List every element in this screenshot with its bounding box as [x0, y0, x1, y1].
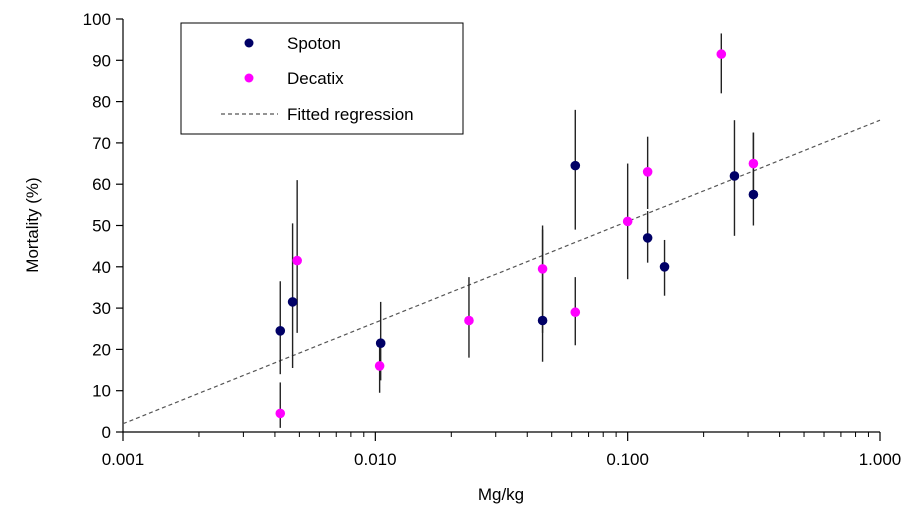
y-tick-label: 20	[92, 340, 111, 359]
y-tick-label: 90	[92, 51, 111, 70]
data-point-decatix	[748, 158, 759, 169]
x-tick-label: 0.100	[606, 450, 649, 469]
legend-label-spoton: Spoton	[287, 34, 341, 53]
legend-marker-decatix	[244, 73, 254, 83]
x-axis-ticks: 0.001 0.010 0.100 1.000	[102, 432, 902, 469]
legend-box	[180, 22, 464, 135]
y-tick-label: 60	[92, 175, 111, 194]
data-point-decatix	[292, 255, 302, 266]
point-layer	[275, 49, 759, 419]
data-point-decatix	[642, 167, 653, 177]
y-tick-label: 30	[92, 299, 111, 318]
data-point-decatix	[464, 315, 474, 326]
data-point-decatix	[275, 408, 286, 419]
data-point-spoton	[748, 189, 759, 200]
y-tick-label: 80	[92, 93, 111, 112]
legend-marker-spoton	[244, 38, 254, 48]
errorbar-layer	[279, 33, 755, 428]
data-point-spoton	[729, 171, 740, 181]
y-tick-label: 100	[83, 10, 111, 29]
data-point-decatix	[570, 307, 581, 318]
y-axis-title: Mortality (%)	[23, 177, 42, 272]
data-point-decatix	[716, 49, 727, 59]
data-point-decatix	[374, 361, 385, 371]
y-tick-label: 50	[92, 217, 111, 236]
data-point-spoton	[287, 297, 298, 307]
legend-label-regression: Fitted regression	[287, 105, 414, 124]
legend-label-decatix: Decatix	[287, 69, 344, 88]
y-tick-label: 0	[102, 423, 111, 442]
y-tick-label: 10	[92, 382, 111, 401]
regression-line	[122, 119, 881, 425]
data-point-spoton	[537, 315, 548, 326]
regression-layer	[122, 119, 881, 425]
legend: Spoton Decatix Fitted regression	[180, 22, 464, 135]
data-point-decatix	[537, 264, 548, 274]
data-point-spoton	[275, 326, 286, 336]
data-point-spoton	[375, 338, 386, 349]
y-tick-label: 40	[92, 258, 111, 277]
data-point-decatix	[622, 216, 633, 227]
data-point-spoton	[659, 262, 670, 272]
data-point-spoton	[570, 160, 581, 171]
x-tick-label: 0.001	[102, 450, 145, 469]
y-tick-label: 70	[92, 134, 111, 153]
x-tick-label: 1.000	[859, 450, 902, 469]
data-point-spoton	[642, 233, 653, 243]
y-axis-ticks: 0 10 20 30 40 50 60 70 80 90 100	[83, 10, 123, 442]
x-tick-label: 0.010	[354, 450, 397, 469]
x-axis-title: Mg/kg	[478, 485, 524, 504]
